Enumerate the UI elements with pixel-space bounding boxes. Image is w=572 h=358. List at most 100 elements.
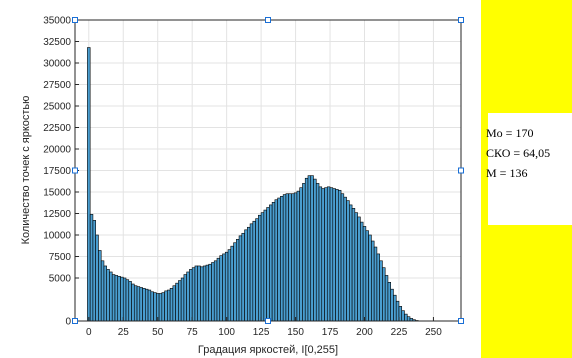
- histogram-bar: [304, 177, 309, 322]
- x-tick-label: 225: [391, 327, 408, 338]
- y-tick-label: 17500: [43, 166, 71, 177]
- y-tick-label: 25000: [43, 102, 71, 113]
- histogram-bar: [122, 277, 127, 322]
- histogram-bar: [158, 293, 163, 322]
- histogram-bar: [324, 187, 328, 322]
- histogram-bar: [321, 188, 325, 322]
- y-axis-ticks: 0 5000 7500 10000 12500 15000 17500 20000 22500 2…: [43, 16, 79, 328]
- histogram-bar: [318, 186, 323, 322]
- histogram-bar: [241, 232, 245, 322]
- histogram-bar: [390, 288, 394, 322]
- selection-handle[interactable]: [458, 167, 464, 174]
- histogram-bar: [128, 281, 132, 322]
- histogram-bar: [92, 220, 96, 322]
- histogram-bar: [288, 193, 292, 322]
- mode-value: Mo = 170: [486, 126, 534, 140]
- histogram-bar: [263, 209, 267, 322]
- histogram-bar: [161, 292, 165, 322]
- histogram-bar: [351, 208, 356, 322]
- histogram-bar: [269, 204, 273, 322]
- histogram-bar: [362, 226, 367, 322]
- selection-handle[interactable]: [265, 318, 271, 324]
- histogram-bar: [285, 193, 289, 322]
- histogram-bar: [274, 199, 278, 322]
- y-tick-label: 12500: [43, 209, 71, 220]
- histogram-bar: [349, 204, 353, 322]
- histogram-bar: [310, 175, 314, 322]
- histogram-bar: [142, 288, 146, 322]
- histogram-bar: [271, 202, 276, 322]
- histogram-bar: [136, 286, 141, 322]
- histogram-bar: [406, 316, 411, 322]
- histogram-bar: [332, 188, 336, 322]
- histogram-bar: [280, 196, 284, 322]
- histogram-bar: [153, 292, 157, 322]
- x-tick-label: 50: [152, 327, 164, 338]
- y-tick-label: 22500: [43, 123, 71, 134]
- histogram-bar: [98, 250, 102, 322]
- histogram-bar: [291, 193, 295, 322]
- selection-handles[interactable]: [72, 17, 464, 324]
- histogram-bar: [208, 263, 212, 322]
- histogram-bar: [169, 288, 174, 322]
- y-tick-label: 20000: [43, 145, 71, 156]
- histogram-bar: [103, 265, 108, 322]
- histogram-bar: [111, 274, 116, 322]
- x-tick-label: 100: [218, 327, 235, 338]
- histogram-bar: [205, 264, 210, 322]
- selection-handle[interactable]: [72, 167, 78, 174]
- histogram-bar: [233, 242, 237, 322]
- histogram-bar: [302, 183, 306, 322]
- selection-handle[interactable]: [72, 17, 78, 23]
- selection-handle[interactable]: [458, 17, 464, 23]
- x-tick-label: 150: [287, 327, 304, 338]
- x-axis-ticks: 0 25 50 75 100 125 150 175 200 225 250: [86, 317, 442, 338]
- histogram-bar: [147, 289, 152, 322]
- histogram-bar: [255, 218, 259, 322]
- histogram-bar: [249, 223, 254, 322]
- histogram-bar: [387, 281, 391, 322]
- histogram-bar: [244, 229, 248, 322]
- histogram-bar: [368, 234, 372, 322]
- histogram-bar: [365, 230, 369, 322]
- y-tick-label: 5000: [49, 274, 72, 285]
- histogram-bar: [191, 267, 196, 322]
- histogram-bar: [89, 214, 94, 322]
- histogram-bar: [175, 282, 179, 322]
- histogram-bar: [260, 212, 265, 322]
- histogram-bar: [401, 310, 405, 322]
- histogram-bar: [384, 275, 389, 322]
- histogram-bar: [114, 275, 119, 322]
- histogram-bar: [219, 255, 223, 322]
- selection-handle[interactable]: [265, 17, 271, 23]
- selection-handle[interactable]: [458, 318, 464, 324]
- x-axis-title: Градация яркостей, I[0,255]: [198, 344, 338, 356]
- y-axis-title: Количество точек с яркостью: [20, 96, 32, 245]
- histogram-bar: [354, 212, 358, 322]
- y-tick-label: 7500: [49, 252, 72, 263]
- x-tick-label: 175: [322, 327, 339, 338]
- histogram-bar: [371, 240, 375, 322]
- histogram-bar: [216, 257, 221, 322]
- y-tick-label: 0: [65, 317, 71, 328]
- histogram-bar: [393, 294, 397, 322]
- stats-text-box: [488, 113, 572, 225]
- histogram-bar: [373, 246, 378, 322]
- histogram-bar: [178, 280, 182, 322]
- histogram-bar: [227, 249, 232, 322]
- y-tick-label: 27500: [43, 80, 71, 91]
- histogram-bar: [315, 183, 320, 322]
- histogram-bar: [194, 265, 198, 322]
- histogram-bar: [100, 260, 105, 322]
- histogram-bar: [180, 277, 185, 322]
- histogram-bar: [224, 251, 229, 322]
- histogram-bar: [211, 262, 215, 322]
- histogram-bar: [200, 266, 204, 322]
- y-tick-label: 10000: [43, 231, 71, 242]
- histogram-bar: [360, 221, 364, 322]
- histogram-bar: [172, 285, 176, 322]
- x-tick-label: 25: [118, 327, 130, 338]
- histogram-bar: [252, 220, 256, 322]
- selection-handle[interactable]: [72, 318, 78, 324]
